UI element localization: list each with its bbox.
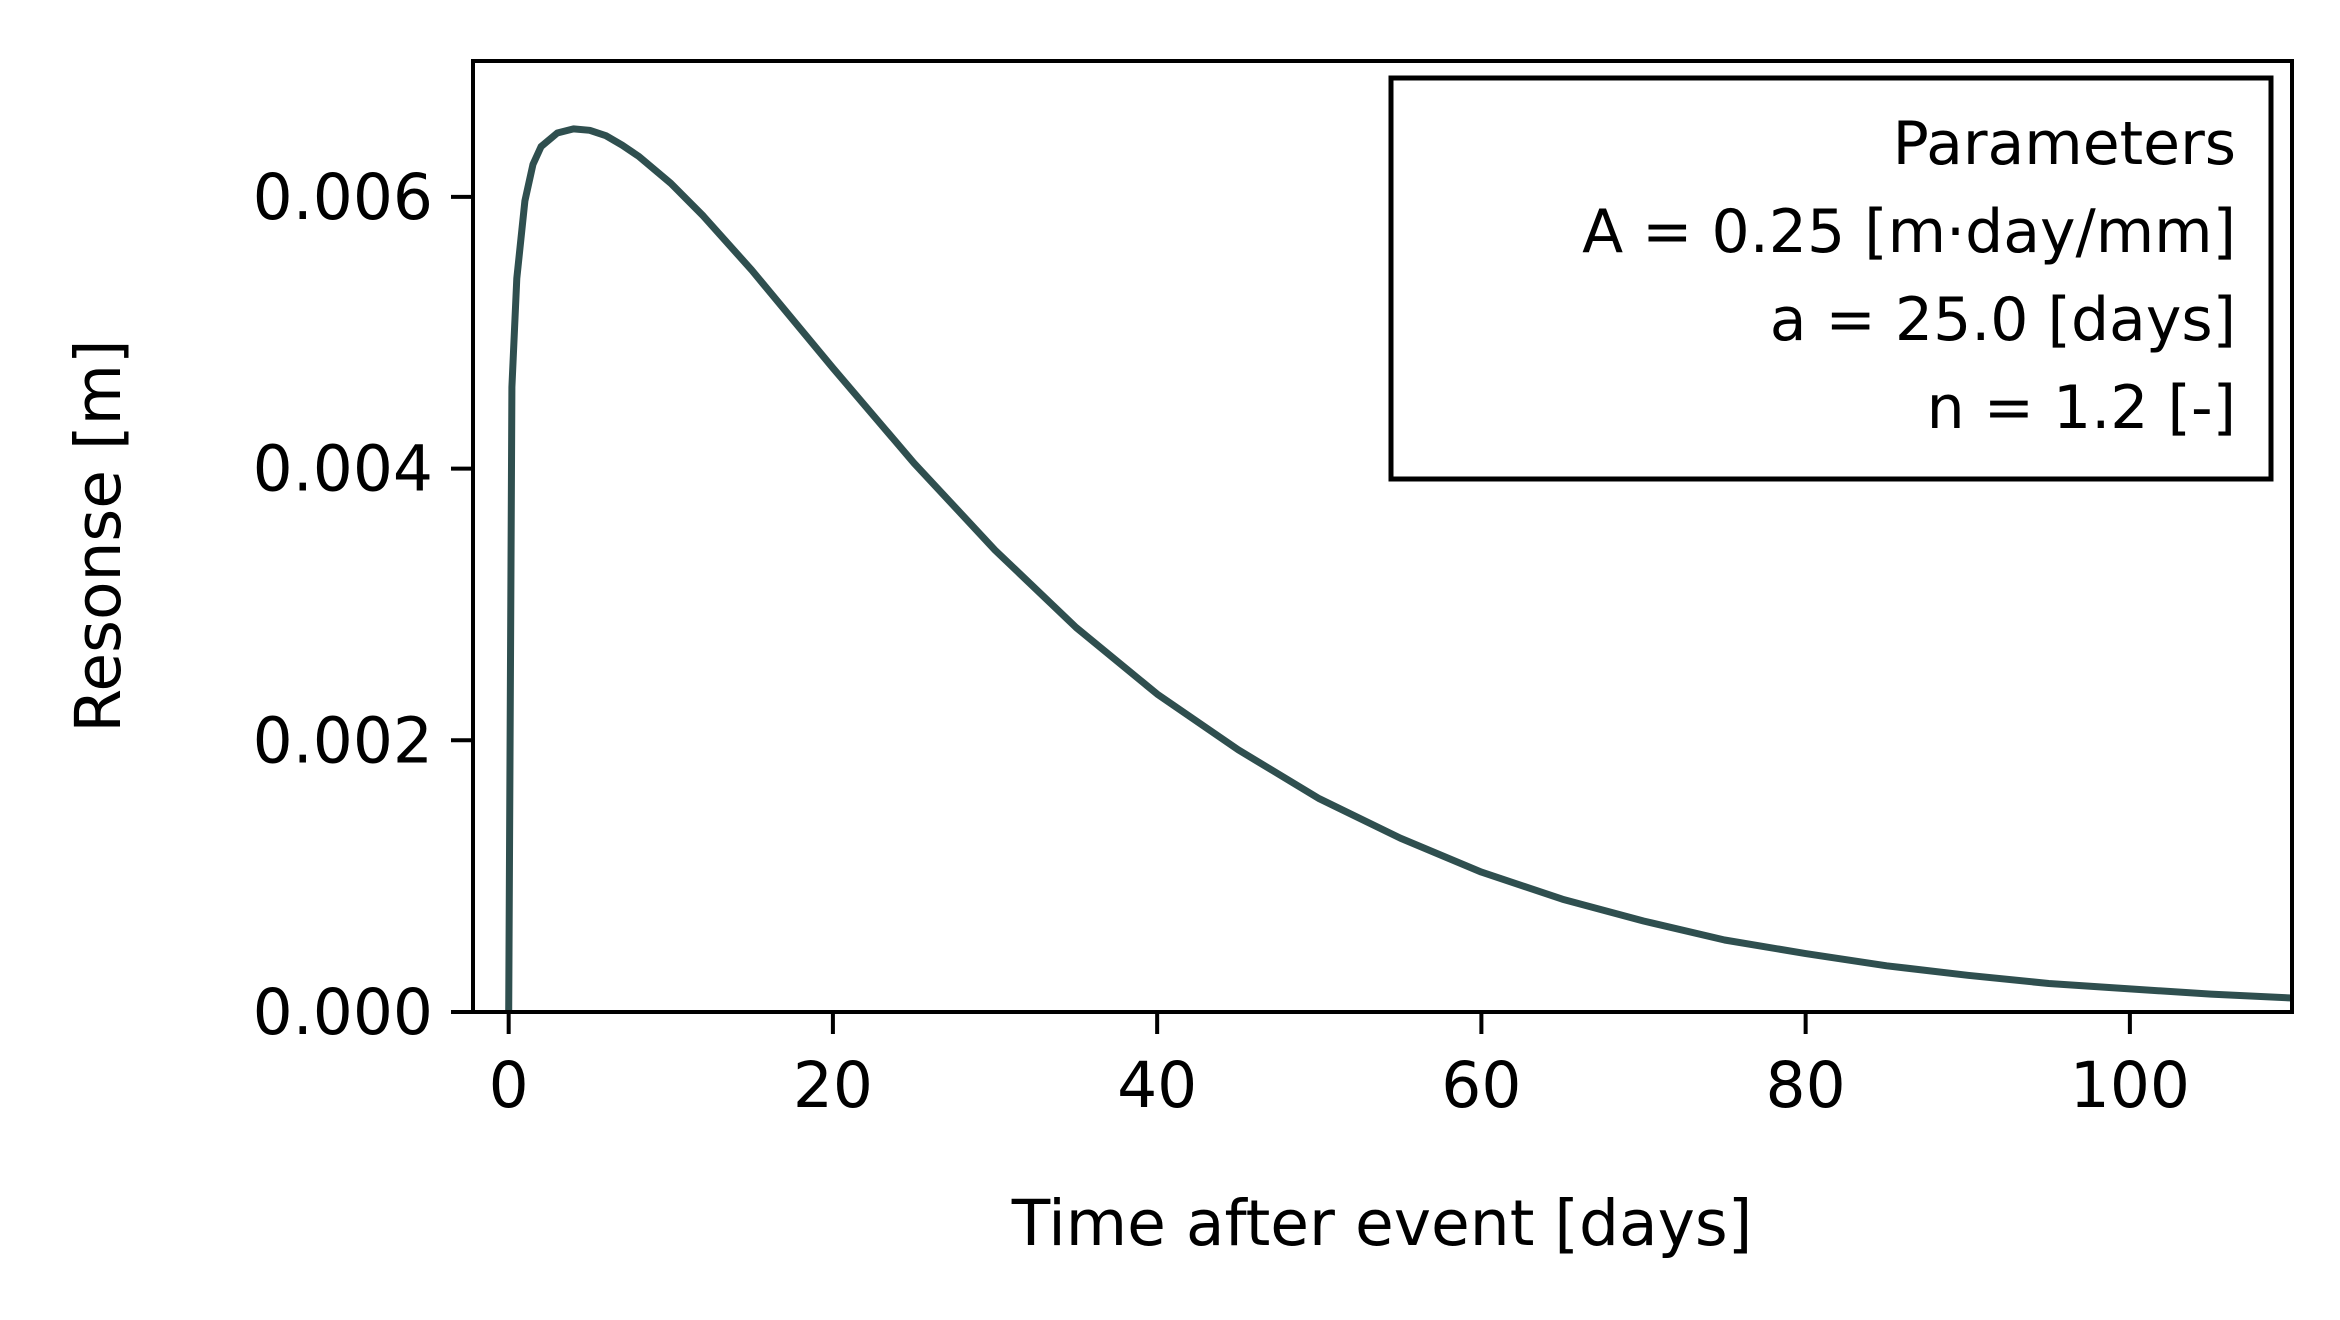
legend-title: Parameters [1893,109,2236,179]
plot-area [471,59,2294,1014]
legend-frame [1388,75,2274,482]
x-tick-label: 20 [793,1049,873,1122]
y-axis-label: Resonse [m] [62,339,135,732]
y-axis-ticks: 0.000 0.002 0.004 0.006 [253,161,473,1049]
y-tick-label: 0.004 [253,433,433,506]
legend-box: Parameters A = 0.25 [m·day/mm] a = 25.0 … [1388,75,2274,482]
legend-param-n: n = 1.2 [-] [1927,373,2236,443]
y-tick-label: 0.006 [253,161,433,234]
legend-param-a: a = 25.0 [days] [1770,285,2236,355]
legend-param-A: A = 0.25 [m·day/mm] [1582,197,2236,267]
x-tick-label: 40 [1117,1049,1197,1122]
x-tick-label: 0 [489,1049,529,1122]
x-axis-ticks: 0 20 40 60 80 100 [489,1012,2190,1122]
x-tick-label: 60 [1441,1049,1521,1122]
y-tick-label: 0.000 [253,976,433,1049]
axes-frame [471,59,2294,1014]
x-tick-label: 80 [1766,1049,1846,1122]
x-axis-label: Time after event [days] [1011,1187,1753,1260]
y-tick-label: 0.002 [253,704,433,777]
x-tick-label: 100 [2070,1049,2190,1122]
response-curve [505,125,2293,1013]
